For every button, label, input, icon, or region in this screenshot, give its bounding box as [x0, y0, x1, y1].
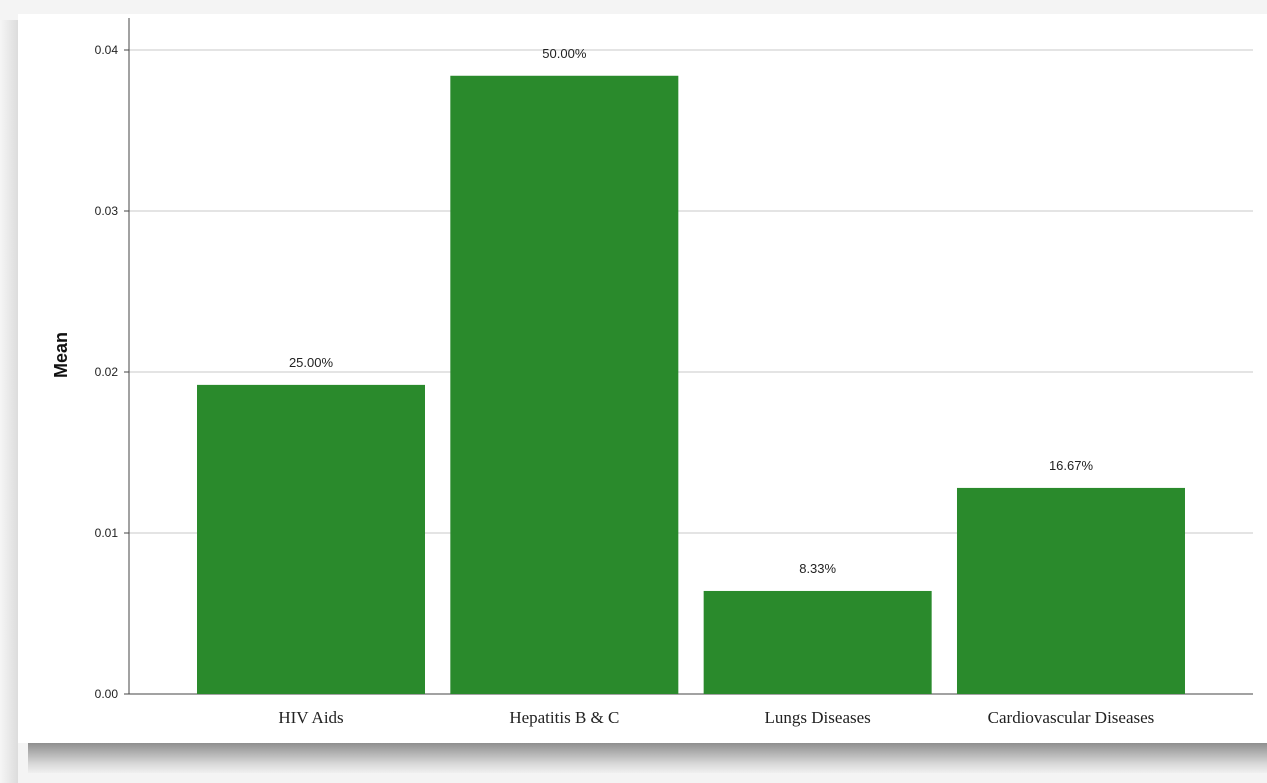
frame-shadow-left — [0, 20, 18, 783]
bars — [197, 75, 1185, 694]
bar — [197, 384, 425, 694]
x-tick-labels: HIV Aids Hepatitis B & C Lungs Diseases Car… — [278, 708, 1154, 727]
x-tick-label: Hepatitis B & C — [509, 708, 619, 727]
y-tick-labels: 0.00 0.01 0.02 0.03 0.04 — [95, 43, 119, 701]
data-label: 8.33% — [799, 561, 836, 576]
data-labels: 25.00% 50.00% 8.33% 16.67% — [289, 46, 1094, 576]
data-label: 16.67% — [1049, 458, 1094, 473]
bar — [703, 590, 932, 694]
x-tick-label: HIV Aids — [278, 708, 343, 727]
y-axis-title: Mean — [51, 332, 71, 378]
x-tick-label: Lungs Diseases — [765, 708, 871, 727]
data-label: 50.00% — [542, 46, 587, 61]
x-tick-label: Cardiovascular Diseases — [988, 708, 1155, 727]
y-tick-label: 0.03 — [95, 204, 119, 218]
data-label: 25.00% — [289, 355, 334, 370]
frame-shadow-bottom — [28, 743, 1267, 773]
y-tick-label: 0.02 — [95, 365, 119, 379]
y-tick-label: 0.01 — [95, 526, 119, 540]
y-tick-label: 0.00 — [95, 687, 119, 701]
bar — [956, 487, 1185, 694]
y-tick-label: 0.04 — [95, 43, 119, 57]
bar — [450, 75, 679, 694]
